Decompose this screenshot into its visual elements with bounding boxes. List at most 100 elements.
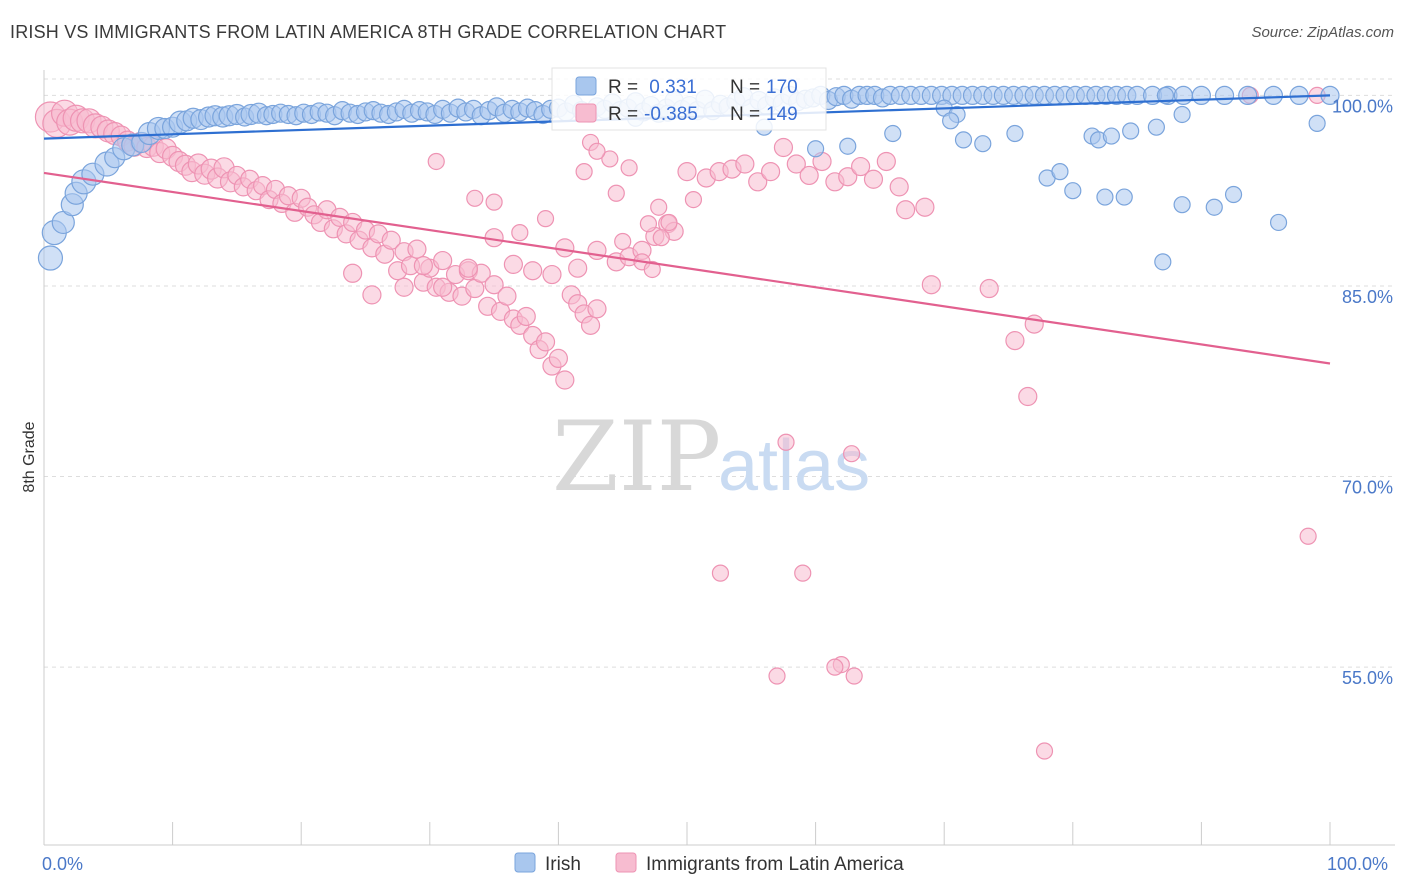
latin-point-146 [639,215,658,233]
y-tick-label-1: 85.0% [1342,287,1393,307]
irish-point-147 [839,137,857,155]
stats-box: R = 0.331 N = 170 R = -0.385 N = 149 [551,67,827,131]
latin-america-points [34,86,1326,760]
latin-point-87 [362,285,382,305]
latin-point-151 [575,163,593,181]
irish-point-164 [1269,213,1288,232]
irish-point-158 [1102,127,1120,145]
stats-latin-r-value: -0.385 [644,104,698,125]
latin-point-77 [535,332,556,352]
latin-point-119 [863,169,884,189]
irish-point-139 [1238,85,1258,106]
latin-point-138 [777,433,795,451]
chart-title: IRISH VS IMMIGRANTS FROM LATIN AMERICA 8… [10,22,727,42]
latin-point-120 [876,151,896,172]
y-tick-label-0: 100.0% [1332,96,1393,116]
irish-point-170 [1173,105,1191,124]
stats-box-bg [551,67,827,131]
latin-point-80 [555,370,575,390]
latin-trend-line [43,171,1331,365]
x-tick-label-max: 100.0% [1327,854,1388,874]
irish-point-161 [1173,196,1191,214]
latin-point-91 [458,258,478,278]
irish-point-166 [1096,188,1114,206]
latin-point-114 [799,165,819,186]
irish-point-152 [1006,124,1024,143]
irish-point-163 [1224,185,1243,204]
irish-point-148 [884,124,902,143]
latin-point-153 [601,150,619,168]
y-tick-label-3: 55.0% [1342,668,1393,688]
latin-point-143 [652,229,670,247]
irish-point-138 [1214,85,1235,106]
latin-point-90 [433,277,453,297]
latin-point-122 [896,200,916,220]
latin-point-112 [773,137,794,158]
latin-point-118 [851,156,871,177]
watermark-zip: ZIP [552,401,721,513]
watermark: ZIP atlas [552,401,870,513]
latin-point-139 [1035,742,1054,760]
irish-point-0 [37,245,64,271]
source-credit: Source: ZipAtlas.com [1251,24,1394,41]
latin-point-57 [407,239,427,259]
latin-point-149 [536,210,555,228]
irish-point-159 [1122,122,1140,140]
irish-point-169 [1156,86,1174,105]
legend-swatch-latin[interactable] [615,852,637,873]
latin-point-109 [735,154,755,174]
latin-point-157 [511,224,529,242]
irish-point-168 [1154,253,1172,271]
x-tick-label-min: 0.0% [42,854,83,874]
latin-point-135 [845,667,863,685]
x-tick-marks [43,822,1331,845]
latin-point-117 [838,167,858,187]
latin-point-89 [413,256,433,276]
latin-point-84 [580,315,601,335]
stats-irish-r-label: R = [608,77,638,98]
latin-point-95 [542,264,562,285]
irish-point-160 [1147,118,1165,136]
legend-swatch-irish[interactable] [514,852,536,873]
latin-point-145 [650,198,668,216]
irish-point-154 [1051,163,1069,181]
latin-point-155 [427,152,445,171]
latin-point-110 [748,172,768,192]
latin-point-97 [568,258,588,278]
latin-point-61 [433,250,453,271]
latin-point-93 [503,254,523,274]
irish-point-146 [806,140,825,158]
latin-point-131 [1299,527,1317,545]
stats-latin-n-label: N = [730,104,760,125]
latin-point-88 [394,277,414,297]
latin-point-113 [786,154,806,174]
latin-point-86 [343,263,363,283]
legend-label-latin[interactable]: Immigrants from Latin America [646,854,904,875]
irish-point-162 [1205,198,1223,216]
latin-point-94 [523,261,543,281]
stats-latin-r-label: R = [608,104,638,125]
stats-swatch-irish [575,76,597,96]
stats-irish-n-value: 170 [766,77,798,98]
stats-irish-r-value: 0.331 [644,77,697,98]
latin-point-74 [516,306,536,327]
irish-point-165 [1308,114,1326,132]
latin-point-136 [768,667,786,685]
latin-point-137 [843,445,861,463]
latin-point-140 [711,564,730,582]
latin-point-125 [979,278,999,299]
irish-point-167 [1115,188,1133,206]
latin-point-111 [760,162,781,182]
irish-point-136 [1173,85,1193,106]
stats-latin-n-value: 149 [766,104,798,125]
irish-point-151 [974,135,992,153]
latin-point-150 [485,193,503,211]
latin-point-123 [915,197,935,217]
latin-point-159 [588,142,606,160]
irish-point-137 [1191,85,1212,106]
legend-label-irish[interactable]: Irish [545,854,581,875]
latin-point-69 [484,275,504,295]
irish-point-172 [954,131,973,149]
stats-swatch-latin [575,103,597,123]
